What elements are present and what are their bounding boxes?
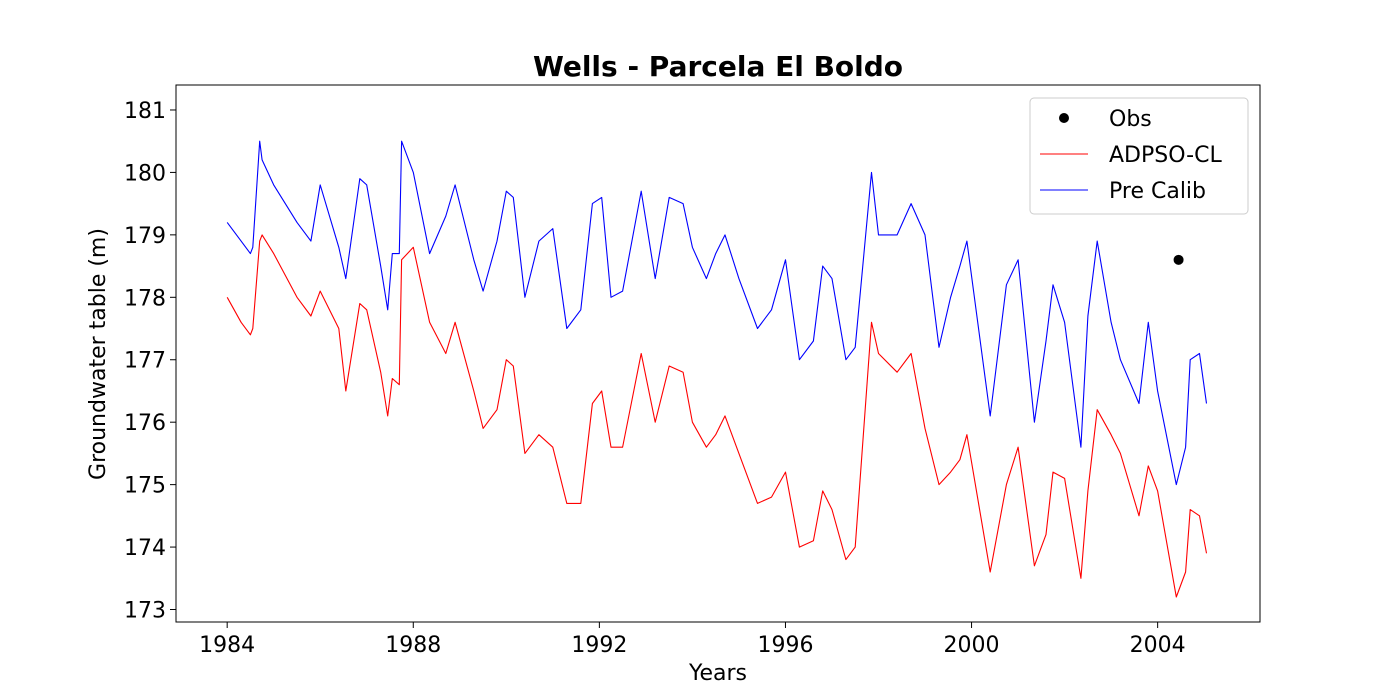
series-line-adpso-cl [226,234,1208,598]
legend-box [1029,97,1249,215]
x-tick-label: 1996 [757,633,813,658]
legend-marker [1059,113,1069,123]
plot-area [226,140,1208,598]
y-tick-label: 181 [124,99,166,124]
x-axis: 1984 1988 1992 1996 2000 2004 [199,622,1186,658]
x-tick-label: 1992 [571,633,627,658]
legend-label: Obs [1109,107,1152,132]
y-tick-label: 180 [124,161,166,186]
legend-label: Pre Calib [1109,179,1206,204]
x-tick-label: 1988 [385,633,441,658]
x-tick-label: 2000 [944,633,1000,658]
series-line-pre-calib [226,140,1208,486]
chart-title: Wells - Parcela El Boldo [533,50,903,83]
x-tick-label: 1984 [199,633,255,658]
y-tick-label: 177 [124,349,166,374]
x-tick-label: 2004 [1130,633,1186,658]
y-tick-label: 179 [124,224,166,249]
y-tick-label: 173 [124,599,166,624]
y-tick-label: 176 [124,411,166,436]
plot-frame [175,84,1261,623]
legend-label: ADPSO-CL [1109,143,1222,168]
y-tick-label: 175 [124,474,166,499]
y-axis-label: Groundwater table (m) [86,228,111,480]
y-tick-label: 178 [124,286,166,311]
obs-point [1173,254,1184,265]
legend: Obs ADPSO-CL Pre Calib [1029,97,1249,215]
x-axis-label: Years [688,661,747,686]
y-axis: 173 174 175 176 177 178 179 180 181 [124,99,176,624]
y-tick-label: 174 [124,536,166,561]
